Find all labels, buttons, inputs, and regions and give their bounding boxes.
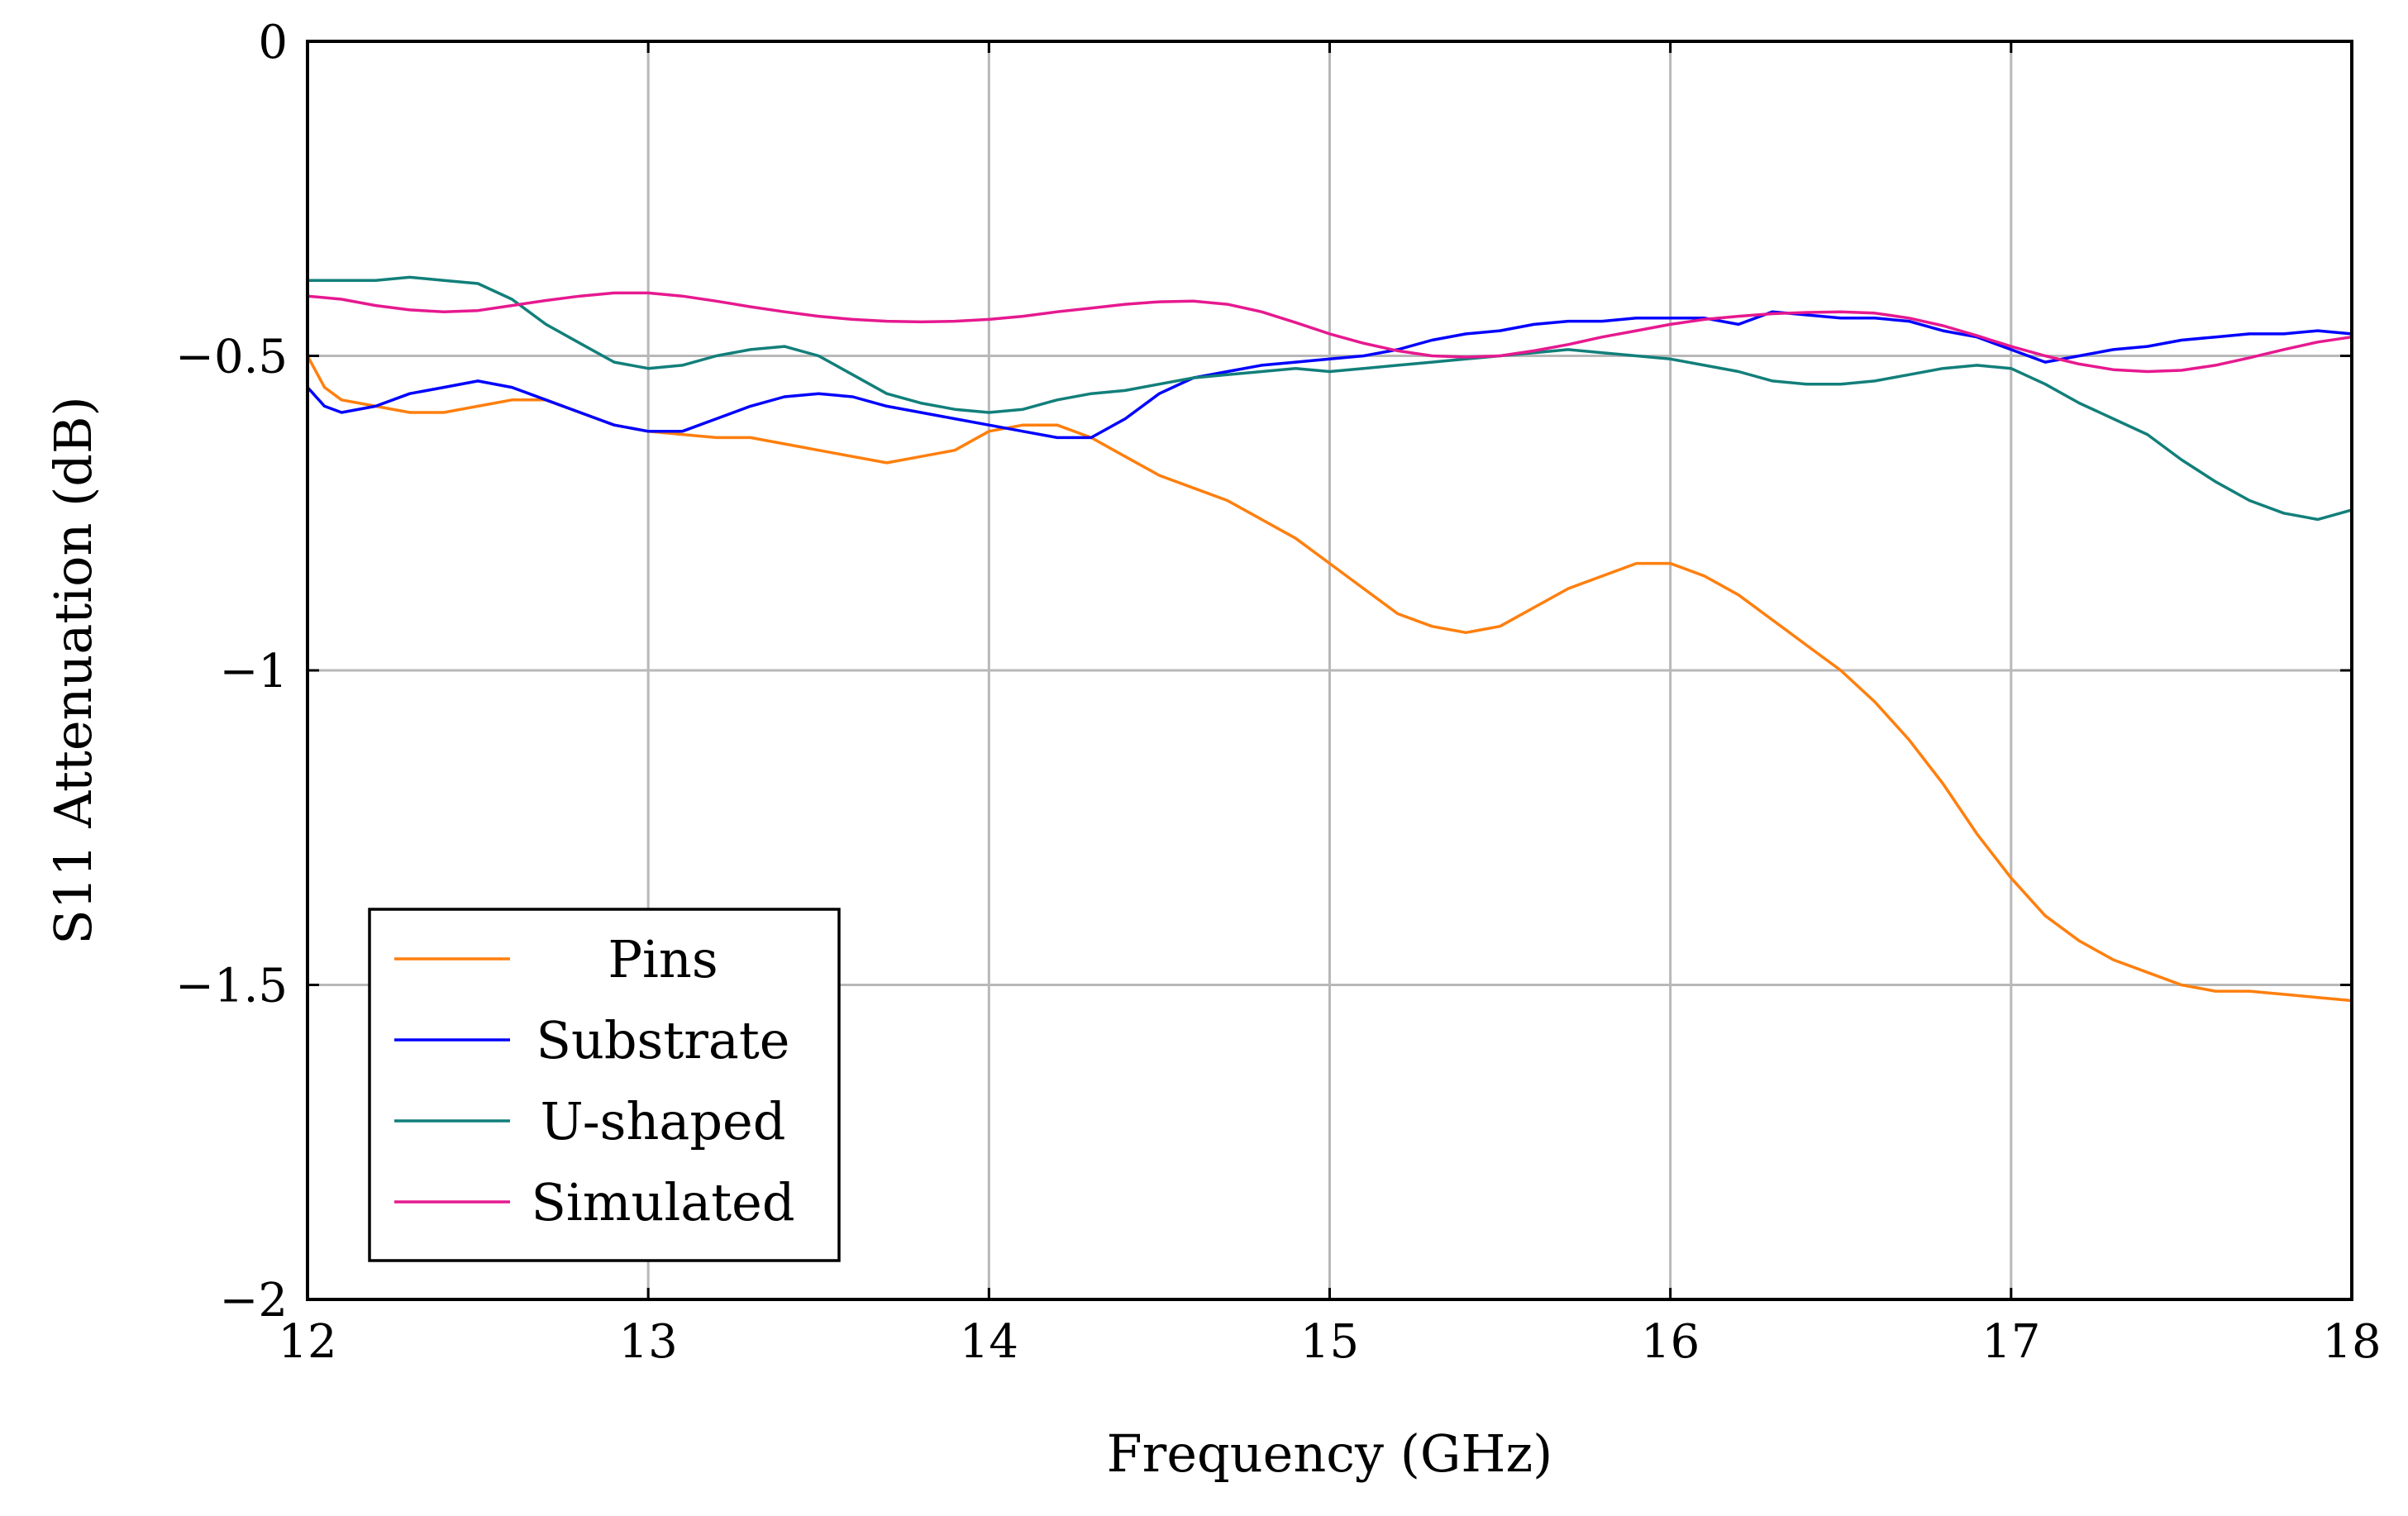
series-line-u-shaped [306,275,2353,522]
y-tick-label: 0 [258,16,288,69]
y-axis-title: S11 Attenuation (dB) [43,396,103,944]
legend-label: Pins [608,929,718,989]
x-axis: 12 13 14 15 16 17 18 [278,41,2382,1369]
y-tick-label: −2 [219,1274,288,1328]
x-tick-label: 16 [1641,1315,1700,1369]
x-tick-label: 12 [278,1315,336,1369]
x-tick-label: 18 [2322,1315,2381,1369]
x-tick-label: 17 [1981,1315,2040,1369]
x-tick-label: 13 [619,1315,678,1369]
series-line-substrate [306,310,2353,440]
legend-label: U-shaped [541,1091,786,1151]
y-tick-label: −0.5 [175,331,288,384]
x-axis-title: Frequency (GHz) [1107,1423,1553,1484]
x-tick-label: 15 [1300,1315,1359,1369]
legend: Pins Substrate U-shaped Simulated [368,908,841,1262]
series-line-simulated [306,291,2353,374]
legend-label: Simulated [531,1172,794,1232]
series-layer [306,275,2353,1003]
x-tick-label: 14 [960,1315,1018,1369]
y-tick-label: −1 [219,645,288,698]
y-tick-label: −1.5 [175,960,288,1013]
legend-label: Substrate [536,1010,789,1070]
y-axis: 0 −0.5 −1 −1.5 −2 [175,16,2352,1328]
